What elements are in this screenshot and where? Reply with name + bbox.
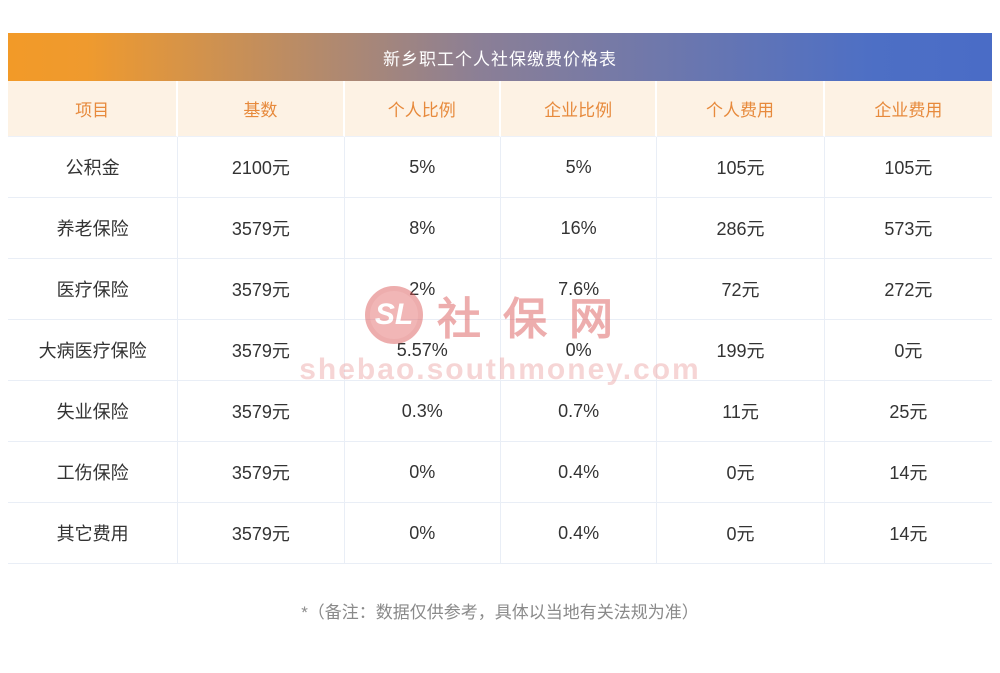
- table-cell: 失业保险: [8, 381, 179, 442]
- table-cell: 5%: [344, 137, 501, 198]
- table-cell: 0%: [344, 503, 501, 564]
- table-cell: 0.7%: [500, 381, 658, 442]
- table-cell: 工伤保险: [8, 442, 179, 503]
- table-row: 养老保险 3579元 8% 16% 286元 573元: [8, 198, 992, 259]
- price-table-sheet: 新乡职工个人社保缴费价格表 项目 基数 个人比例 企业比例 个人费用 企业费用: [8, 33, 992, 564]
- table-cell: 3579元: [178, 259, 345, 320]
- table-cell: 5%: [500, 137, 658, 198]
- table-cell: 0元: [657, 442, 825, 503]
- table-cell: 大病医疗保险: [8, 320, 179, 381]
- table-cell: 其它费用: [8, 503, 179, 564]
- table-cell: 0元: [824, 320, 992, 381]
- table-cell: 7.6%: [500, 259, 658, 320]
- table-row: 其它费用 3579元 0% 0.4% 0元 14元: [8, 503, 992, 564]
- social-insurance-price-table: 项目 基数 个人比例 企业比例 个人费用 企业费用 公积金 2100元 5% 5…: [8, 81, 992, 564]
- table-cell: 8%: [344, 198, 501, 259]
- table-cell: 105元: [657, 137, 825, 198]
- table-cell: 14元: [824, 442, 992, 503]
- table-row: 大病医疗保险 3579元 5.57% 0% 199元 0元: [8, 320, 992, 381]
- table-row: 工伤保险 3579元 0% 0.4% 0元 14元: [8, 442, 992, 503]
- header-cell-company-fee: 企业费用: [824, 81, 992, 137]
- table-cell: 3579元: [178, 442, 345, 503]
- table-cell: 105元: [824, 137, 992, 198]
- table-cell: 0%: [344, 442, 501, 503]
- table-row: 失业保险 3579元 0.3% 0.7% 11元 25元: [8, 381, 992, 442]
- table-cell: 0.3%: [344, 381, 501, 442]
- table-cell: 养老保险: [8, 198, 179, 259]
- table-cell: 25元: [824, 381, 992, 442]
- table-cell: 0.4%: [500, 442, 658, 503]
- table-header-row: 项目 基数 个人比例 企业比例 个人费用 企业费用: [8, 81, 992, 137]
- table-cell: 199元: [657, 320, 825, 381]
- footnote: *（备注：数据仅供参考，具体以当地有关法规为准）: [301, 603, 699, 622]
- table-cell: 16%: [500, 198, 658, 259]
- table-cell: 2%: [344, 259, 501, 320]
- table-cell: 72元: [657, 259, 825, 320]
- table-cell: 5.57%: [344, 320, 501, 381]
- header-cell-company-ratio: 企业比例: [500, 81, 658, 137]
- table-row: 医疗保险 3579元 2% 7.6% 72元 272元: [8, 259, 992, 320]
- table-cell: 3579元: [178, 503, 345, 564]
- table-cell: 0%: [500, 320, 658, 381]
- table-cell: 3579元: [178, 320, 345, 381]
- table-cell: 14元: [824, 503, 992, 564]
- table-cell: 286元: [657, 198, 825, 259]
- table-cell: 0元: [657, 503, 825, 564]
- table-row: 公积金 2100元 5% 5% 105元 105元: [8, 137, 992, 198]
- header-cell-base: 基数: [178, 81, 345, 137]
- table-cell: 医疗保险: [8, 259, 179, 320]
- table-cell: 公积金: [8, 137, 179, 198]
- table-cell: 0.4%: [500, 503, 658, 564]
- header-cell-personal-ratio: 个人比例: [344, 81, 501, 137]
- table-cell: 2100元: [178, 137, 345, 198]
- table-cell: 11元: [657, 381, 825, 442]
- table-cell: 3579元: [178, 381, 345, 442]
- table-title-bar: 新乡职工个人社保缴费价格表: [8, 33, 992, 81]
- page-title: 新乡职工个人社保缴费价格表: [383, 49, 617, 69]
- table-cell: 573元: [824, 198, 992, 259]
- table-cell: 272元: [824, 259, 992, 320]
- table-cell: 3579元: [178, 198, 345, 259]
- header-cell-personal-fee: 个人费用: [657, 81, 825, 137]
- header-cell-project: 项目: [8, 81, 179, 137]
